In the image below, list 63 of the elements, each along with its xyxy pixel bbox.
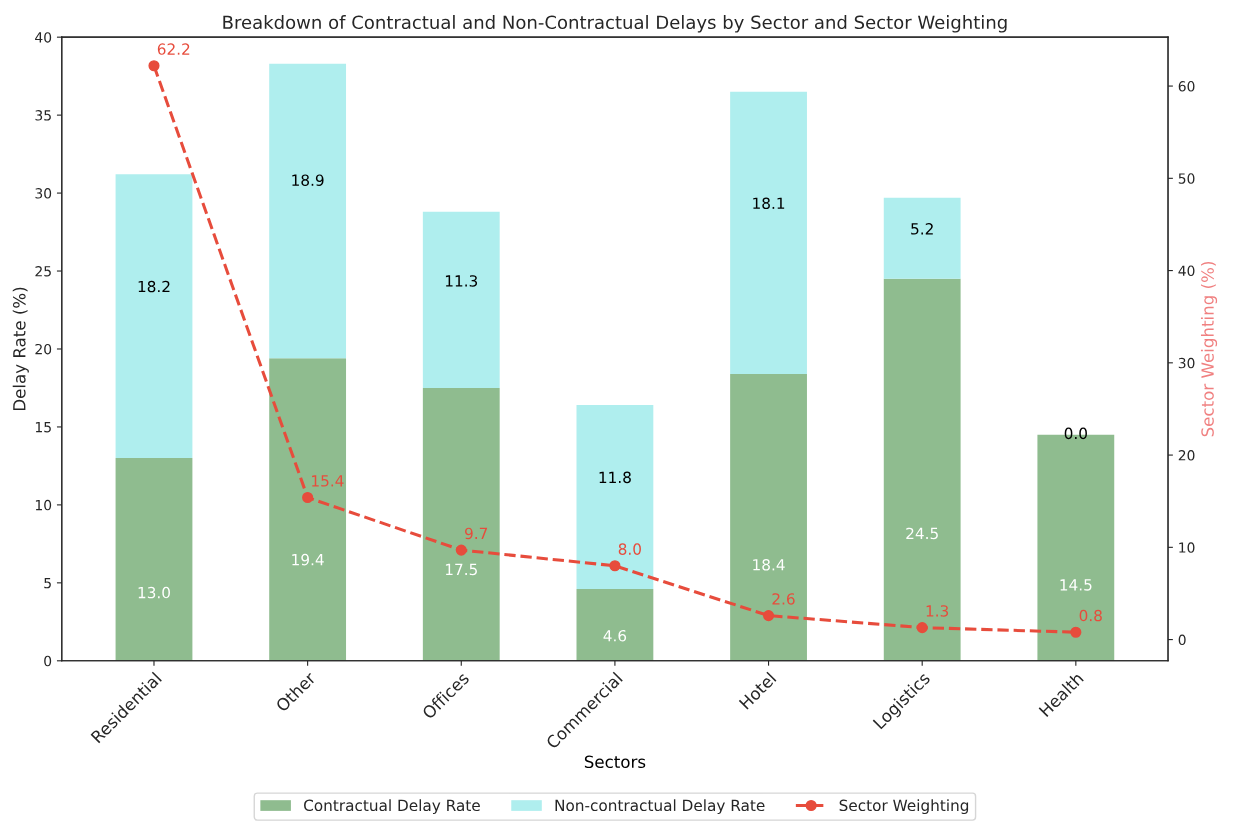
bar	[269, 358, 347, 661]
bar	[576, 405, 654, 590]
y2-tick-label: 40	[1178, 265, 1195, 277]
data-label: 11.8	[599, 471, 631, 484]
legend-label: Non-contractual Delay Rate	[555, 799, 765, 815]
bar	[730, 373, 807, 661]
y2-tick-label: 0	[1178, 634, 1186, 646]
y-tick-label: 0	[44, 655, 52, 667]
legend-label: Contractual Delay Rate	[304, 799, 480, 815]
y-tick-label: 20	[35, 343, 52, 355]
y-tick-label: 35	[35, 110, 51, 121]
bar	[883, 197, 961, 279]
data-label: 13.0	[138, 586, 170, 599]
y2-tick-label: 60	[1178, 81, 1195, 92]
data-label: 0.0	[1064, 427, 1087, 440]
point	[148, 60, 160, 72]
bar	[576, 589, 654, 661]
x-axis-title: Sectors	[584, 755, 646, 769]
data-label: 2.6	[772, 593, 795, 605]
bar	[883, 278, 961, 661]
data-label: 18.2	[138, 280, 170, 293]
data-label: 0.8	[1079, 609, 1102, 622]
y2-axis-title: Sector Weighting (%)	[1200, 261, 1218, 437]
y-tick-label: 10	[35, 499, 52, 511]
bar	[115, 458, 193, 661]
point	[455, 544, 467, 556]
y-tick-label: 40	[35, 32, 52, 43]
data-label: 18.4	[753, 559, 785, 571]
data-label: 24.5	[906, 527, 938, 540]
chart-title: Breakdown of Contractual and Non-Contractual Delays by Sector and Sector Weighting	[223, 15, 1007, 33]
bar	[115, 174, 193, 459]
bar	[269, 63, 347, 359]
data-label: 19.4	[292, 553, 324, 566]
y-tick-label: 25	[35, 266, 51, 277]
data-label: 5.2	[911, 223, 933, 235]
bar	[422, 387, 500, 661]
data-label: 15.4	[312, 475, 344, 487]
data-label: 18.1	[753, 197, 785, 210]
y-tick-label: 30	[35, 188, 52, 199]
y-axis-title: Delay Rate (%)	[12, 287, 29, 411]
point	[762, 610, 775, 622]
data-label: 62.2	[157, 43, 190, 55]
y-tick-label: 15	[35, 422, 51, 433]
data-label: 9.7	[465, 527, 488, 540]
legend-label: Sector Weighting	[839, 799, 969, 815]
bar	[422, 211, 500, 388]
y2-tick-label: 10	[1179, 542, 1195, 553]
y2-tick-label: 30	[1178, 357, 1195, 369]
point	[609, 560, 621, 572]
y2-tick-label: 20	[1178, 450, 1195, 461]
data-label: 4.6	[603, 630, 627, 642]
data-label: 11.3	[445, 275, 478, 287]
point	[916, 622, 928, 634]
bar	[730, 91, 807, 374]
data-label: 14.5	[1060, 579, 1092, 591]
point	[302, 491, 314, 504]
data-label: 1.3	[926, 605, 949, 617]
data-label: 17.5	[445, 563, 477, 576]
y2-tick-label: 50	[1178, 173, 1195, 184]
data-label: 18.9	[292, 174, 324, 186]
point	[1070, 626, 1082, 638]
y-tick-label: 5	[44, 578, 51, 589]
data-label: 8.0	[618, 543, 641, 555]
